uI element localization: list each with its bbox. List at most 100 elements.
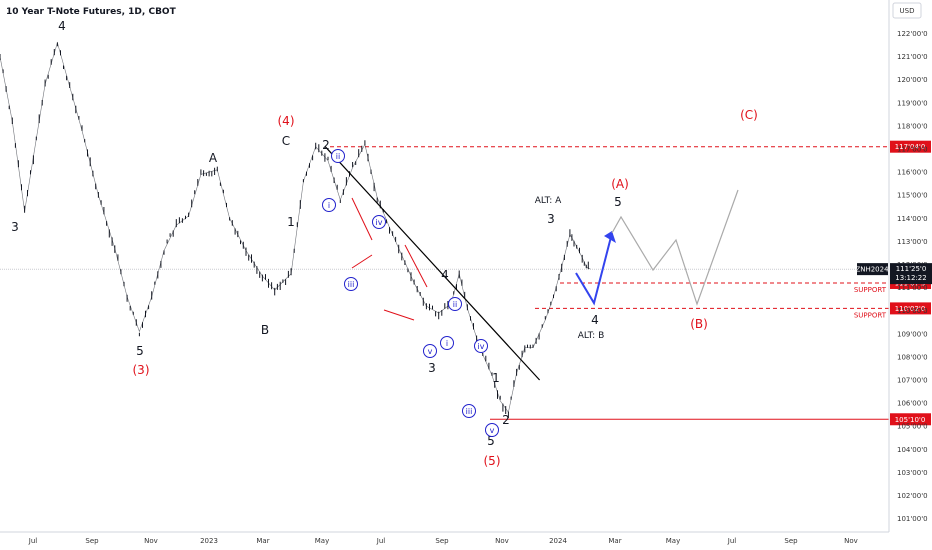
- wave-label: 3: [547, 212, 555, 226]
- y-tick-label: 116'00'0: [897, 169, 928, 177]
- chart-title: 10 Year T-Note Futures, 1D, CBOT: [6, 7, 177, 17]
- x-tick-label: May: [315, 537, 329, 545]
- x-tick-label: Sep: [784, 537, 798, 545]
- subwave-label: iv: [376, 218, 383, 227]
- wave-label: 5: [614, 195, 622, 209]
- subwave-label: v: [490, 426, 495, 435]
- subwave-circle: [322, 198, 336, 212]
- price-line: [0, 41, 591, 414]
- y-tick-label: 105'00'0: [897, 423, 928, 431]
- x-tick-label: Nov: [495, 537, 509, 545]
- last-price-badge: [890, 263, 932, 285]
- y-tick-label: 111'00'0: [897, 284, 928, 292]
- x-tick-label: 2024: [549, 537, 567, 545]
- wave-overlays: [324, 146, 739, 381]
- red-channel-line: [383, 309, 415, 321]
- wave-label: (3): [133, 363, 150, 377]
- subwave-label: iii: [466, 407, 473, 416]
- subwave-label: v: [428, 347, 433, 356]
- subwave-circle: [474, 339, 488, 353]
- red-channel-line: [351, 254, 373, 269]
- red-channel-line: [404, 244, 428, 288]
- x-tick-label: 2023: [200, 537, 218, 545]
- ticker-badge: [857, 263, 888, 276]
- red-channel-line: [351, 197, 373, 241]
- level-badge-label: 105'10'0: [895, 416, 926, 424]
- countdown: 13:12:22: [895, 274, 926, 282]
- x-tick-label: Mar: [608, 537, 621, 545]
- wave-label: 1: [287, 215, 295, 229]
- wave-label: (B): [690, 317, 708, 331]
- last-price-value: 111'25'0: [896, 265, 927, 273]
- ticker-label: ZNH2024: [855, 266, 889, 274]
- level-badge-label: 110'02'0: [895, 305, 926, 313]
- wave-label: 3: [428, 361, 436, 375]
- currency-box: [892, 2, 922, 19]
- subwave-circle: [372, 215, 386, 229]
- wave-label: C: [282, 134, 290, 148]
- support-label: SUPPORT: [854, 311, 887, 319]
- x-tick-label: Jul: [28, 537, 38, 545]
- price-series: [0, 41, 591, 418]
- y-tick-label: 104'00'0: [897, 446, 928, 454]
- x-tick-label: Sep: [85, 537, 99, 545]
- wave-label: (C): [740, 108, 758, 122]
- wave-label: ALT: B: [578, 331, 605, 341]
- subwave-circle: [485, 423, 499, 437]
- subwave-circle: [423, 344, 437, 358]
- trendline: [324, 146, 541, 381]
- y-tick-label: 121'00'0: [897, 53, 928, 61]
- projection-gray: [611, 189, 739, 306]
- y-tick-label: 106'00'0: [897, 400, 928, 408]
- x-tick-label: Sep: [435, 537, 449, 545]
- subwave-circle: [344, 277, 358, 291]
- wave-label: 4: [591, 313, 599, 327]
- x-tick-label: Jul: [727, 537, 737, 545]
- subwave-label: i: [328, 201, 330, 210]
- subwave-circle: [331, 149, 345, 163]
- y-tick-label: 118'00'0: [897, 122, 928, 130]
- wave-labels: 4 3 5 (3) A B (4) C 1 2 4 3 5 (5) 1 2 ALT: A 3 5 (A) 4 ALT: B…: [11, 19, 758, 468]
- projection-blue: [575, 232, 613, 306]
- wave-label: B: [261, 323, 269, 337]
- subwave-circle: [440, 336, 454, 350]
- y-tick-label: 117'00'0: [897, 146, 928, 154]
- support-label: SUPPORT: [854, 286, 887, 294]
- wave-label: 5: [136, 344, 144, 358]
- y-tick-label: 107'00'0: [897, 377, 928, 385]
- level-badge: [890, 302, 931, 315]
- x-tick-label: Mar: [256, 537, 269, 545]
- subwave-label: iv: [478, 342, 485, 351]
- projection-arrowhead: [604, 231, 616, 243]
- wave-label: ALT: A: [535, 196, 562, 206]
- y-tick-label: 103'00'0: [897, 469, 928, 477]
- currency-label: USD: [900, 7, 915, 15]
- y-tick-label: 120'00'0: [897, 76, 928, 84]
- wave-label: A: [209, 151, 218, 165]
- y-tick-label: 110'00'0: [897, 307, 928, 315]
- wave-label: 2: [322, 138, 330, 152]
- wave-label: 5: [487, 434, 495, 448]
- subwave-label: i: [446, 339, 448, 348]
- y-tick-label: 115'00'0: [897, 192, 928, 200]
- y-tick-label: 114'00'0: [897, 215, 928, 223]
- wave-label: 4: [441, 268, 449, 282]
- level-badge-label: 117'04'0: [895, 143, 926, 151]
- wave-label: 2: [502, 413, 510, 427]
- wave-label: (5): [484, 454, 501, 468]
- y-tick-label: 113'00'0: [897, 238, 928, 246]
- y-tick-label: 109'00'0: [897, 330, 928, 338]
- subwave-circle: [448, 297, 462, 311]
- wave-label: 4: [58, 19, 66, 33]
- x-tick-label: Nov: [844, 537, 858, 545]
- y-tick-label: 108'00'0: [897, 353, 928, 361]
- subwave-circle: [462, 404, 476, 418]
- wave-label: (4): [278, 114, 295, 128]
- level-badge: [890, 140, 931, 153]
- level-badge: [890, 413, 931, 426]
- subwave-label: ii: [336, 152, 340, 161]
- wave-label: (A): [611, 177, 629, 191]
- y-tick-label: 102'00'0: [897, 492, 928, 500]
